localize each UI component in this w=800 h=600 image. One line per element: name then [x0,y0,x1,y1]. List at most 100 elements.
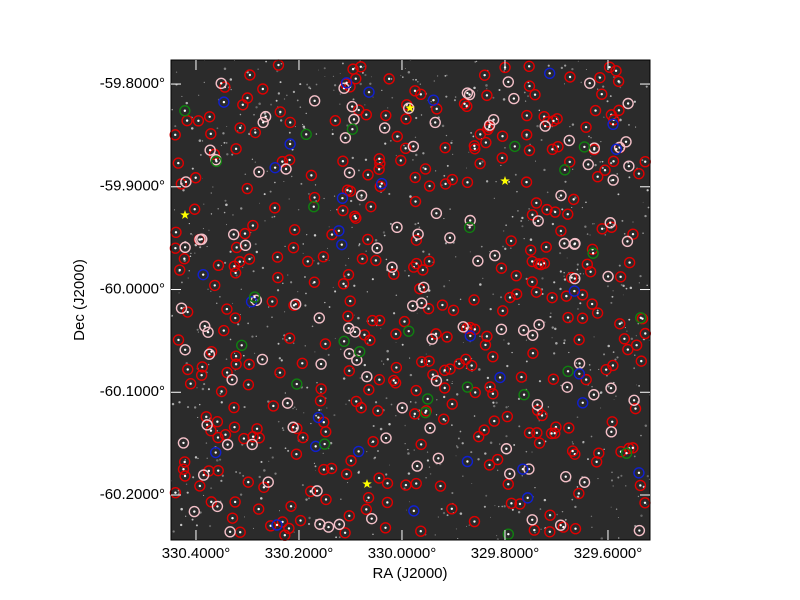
source-marker [563,134,575,147]
source-marker [172,334,185,346]
source-marker [283,332,296,344]
source-core [525,114,529,117]
source-marker [555,225,567,237]
source-core [435,212,438,215]
star [254,161,256,163]
star [459,512,463,515]
star [541,292,544,296]
highlight-star [405,103,415,113]
source-core [359,65,363,68]
source-core [253,295,256,299]
star [502,98,506,101]
source-core [342,282,345,286]
source-core [183,246,187,249]
source-marker [591,307,604,319]
source-marker [266,295,278,308]
source-marker [179,344,191,356]
star [511,508,514,511]
source-marker [179,470,191,482]
star [611,471,613,474]
source-marker [517,463,529,475]
source-marker [197,469,210,481]
star [593,336,595,338]
source-core [592,393,596,396]
source-marker [311,485,323,497]
source-core [508,472,511,475]
source-core [552,377,555,381]
star [596,309,599,312]
source-core [206,330,210,334]
star [237,323,240,326]
source-core [293,228,296,232]
source-core [428,260,431,263]
source-marker [271,519,283,531]
star [477,458,480,461]
source-core [345,472,348,476]
star [258,202,261,204]
star [279,510,281,512]
source-core [224,433,227,436]
source-core [565,294,568,298]
star [278,357,282,360]
star [185,483,188,485]
source-core [384,114,387,117]
source-marker [623,160,635,172]
star [489,307,492,311]
star [184,459,186,461]
star [499,443,501,445]
source-marker [430,375,443,387]
source-core [374,259,378,262]
source-marker [599,164,611,176]
star [288,131,291,134]
star [571,123,575,126]
star [623,232,626,235]
star [303,276,306,279]
source-core [626,240,629,243]
star [455,445,458,447]
star [445,74,448,77]
source-core [361,257,364,260]
source-core [412,509,416,513]
star [576,263,579,266]
source-marker [318,463,330,476]
star [560,384,562,387]
star [627,161,630,164]
source-core [526,496,529,500]
source-core [507,482,510,486]
source-marker [228,260,241,273]
source-core [603,168,607,172]
star [388,423,391,426]
star [252,527,254,529]
source-core [338,523,341,526]
source-marker [446,503,458,515]
star [344,264,347,267]
star [609,95,612,98]
star [197,457,199,460]
star [448,280,450,282]
source-core [384,436,388,440]
source-marker [343,365,355,377]
source-core [581,293,584,297]
source-marker [364,334,376,346]
source-marker [333,225,345,237]
star [421,358,423,361]
star [523,237,525,240]
star [202,140,204,142]
source-marker [566,445,579,457]
source-core [415,482,418,485]
source-marker [204,144,216,156]
source-core [617,109,621,112]
source-marker [497,305,509,317]
source-marker [267,400,280,412]
star [571,206,573,208]
star [638,384,640,387]
star [201,387,205,391]
source-core [452,309,455,312]
star [391,96,394,99]
source-marker [383,73,395,85]
source-marker [539,120,551,132]
star [501,505,504,508]
star [282,338,284,340]
source-marker [478,69,491,81]
